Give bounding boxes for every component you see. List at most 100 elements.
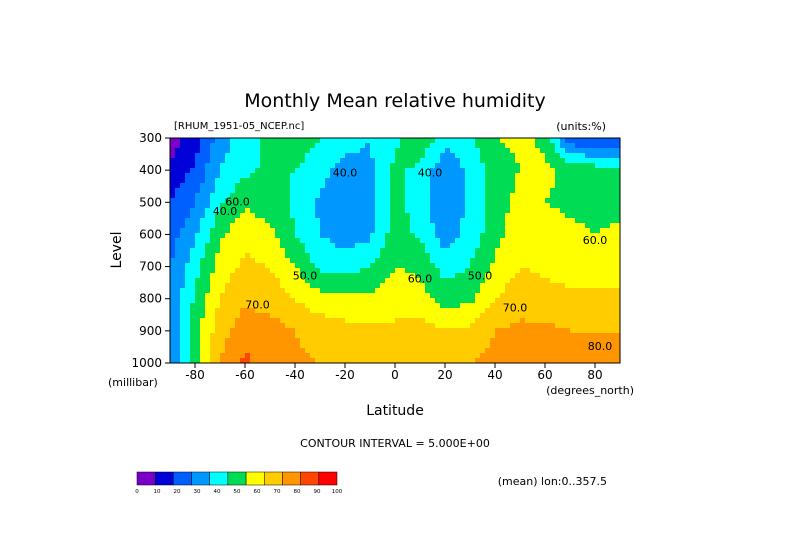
heatmap-cell — [345, 293, 351, 299]
heatmap-cell — [540, 288, 546, 294]
heatmap-cell — [430, 298, 436, 304]
heatmap-cell — [325, 323, 331, 329]
heatmap-cell — [475, 188, 481, 194]
heatmap-cell — [195, 203, 201, 209]
heatmap-cell — [395, 153, 401, 159]
heatmap-cell — [535, 168, 541, 174]
heatmap-cell — [455, 183, 461, 189]
heatmap-cell — [425, 343, 431, 349]
heatmap-cell — [450, 293, 456, 299]
heatmap-cell — [450, 168, 456, 174]
heatmap-cell — [210, 333, 216, 339]
heatmap-cell — [350, 298, 356, 304]
heatmap-cell — [330, 143, 336, 149]
heatmap-cell — [240, 203, 246, 209]
heatmap-cell — [400, 208, 406, 214]
heatmap-cell — [250, 338, 256, 344]
heatmap-cell — [535, 333, 541, 339]
heatmap-cell — [250, 298, 256, 304]
heatmap-cell — [560, 298, 566, 304]
heatmap-cell — [430, 303, 436, 309]
heatmap-cell — [175, 188, 181, 194]
heatmap-cell — [375, 233, 381, 239]
heatmap-cell — [195, 298, 201, 304]
heatmap-cell — [460, 218, 466, 224]
heatmap-cell — [545, 203, 551, 209]
heatmap-cell — [600, 183, 606, 189]
heatmap-cell — [355, 183, 361, 189]
heatmap-cell — [285, 208, 291, 214]
heatmap-cell — [410, 318, 416, 324]
heatmap-cell — [610, 258, 616, 264]
heatmap-cell — [375, 138, 381, 144]
heatmap-cell — [510, 173, 516, 179]
heatmap-cell — [170, 173, 176, 179]
heatmap-cell — [490, 318, 496, 324]
heatmap-cell — [230, 353, 236, 359]
heatmap-cell — [585, 148, 591, 154]
heatmap-cell — [470, 268, 476, 274]
heatmap-cell — [475, 358, 481, 363]
heatmap-cell — [280, 213, 286, 219]
heatmap-cell — [595, 148, 601, 154]
heatmap-cell — [275, 228, 281, 234]
heatmap-cell — [190, 243, 196, 249]
heatmap-cell — [225, 328, 231, 334]
heatmap-cell — [215, 158, 221, 164]
heatmap-cell — [240, 153, 246, 159]
heatmap-cell — [465, 138, 471, 144]
heatmap-cell — [345, 278, 351, 284]
heatmap-cell — [470, 168, 476, 174]
heatmap-cell — [415, 243, 421, 249]
heatmap-cell — [325, 178, 331, 184]
heatmap-cell — [410, 153, 416, 159]
heatmap-cell — [280, 178, 286, 184]
heatmap-cell — [485, 213, 491, 219]
heatmap-cell — [535, 193, 541, 199]
heatmap-cell — [555, 303, 561, 309]
heatmap-cell — [460, 138, 466, 144]
heatmap-cell — [495, 268, 501, 274]
heatmap-cell — [370, 258, 376, 264]
heatmap-cell — [340, 193, 346, 199]
heatmap-cell — [565, 313, 571, 319]
heatmap-cell — [380, 238, 386, 244]
heatmap-cell — [235, 243, 241, 249]
heatmap-cell — [240, 213, 246, 219]
heatmap-cell — [195, 273, 201, 279]
heatmap-cell — [290, 333, 296, 339]
heatmap-cell — [280, 273, 286, 279]
heatmap-cell — [400, 238, 406, 244]
heatmap-cell — [305, 193, 311, 199]
heatmap-cell — [310, 193, 316, 199]
heatmap-cell — [560, 273, 566, 279]
heatmap-cell — [480, 293, 486, 299]
heatmap-cell — [340, 208, 346, 214]
heatmap-cell — [530, 303, 536, 309]
heatmap-cell — [590, 283, 596, 289]
heatmap-cell — [220, 253, 226, 259]
heatmap-cell — [370, 323, 376, 329]
heatmap-cell — [380, 138, 386, 144]
heatmap-cell — [610, 183, 616, 189]
heatmap-cell — [180, 288, 186, 294]
heatmap-cell — [540, 218, 546, 224]
heatmap-cell — [435, 218, 441, 224]
heatmap-cell — [180, 138, 186, 144]
colorbar-tick-label: 0 — [135, 489, 139, 495]
heatmap-cell — [250, 303, 256, 309]
heatmap-cell — [470, 253, 476, 259]
heatmap-cell — [200, 348, 206, 354]
heatmap-cell — [355, 258, 361, 264]
heatmap-cell — [455, 143, 461, 149]
heatmap-cell — [475, 303, 481, 309]
heatmap-cell — [180, 358, 186, 363]
heatmap-cell — [510, 343, 516, 349]
heatmap-cell — [355, 193, 361, 199]
heatmap-cell — [440, 223, 446, 229]
heatmap-cell — [480, 233, 486, 239]
heatmap-cell — [285, 258, 291, 264]
heatmap-cell — [550, 193, 556, 199]
heatmap-cell — [445, 233, 451, 239]
heatmap-cell — [275, 158, 281, 164]
